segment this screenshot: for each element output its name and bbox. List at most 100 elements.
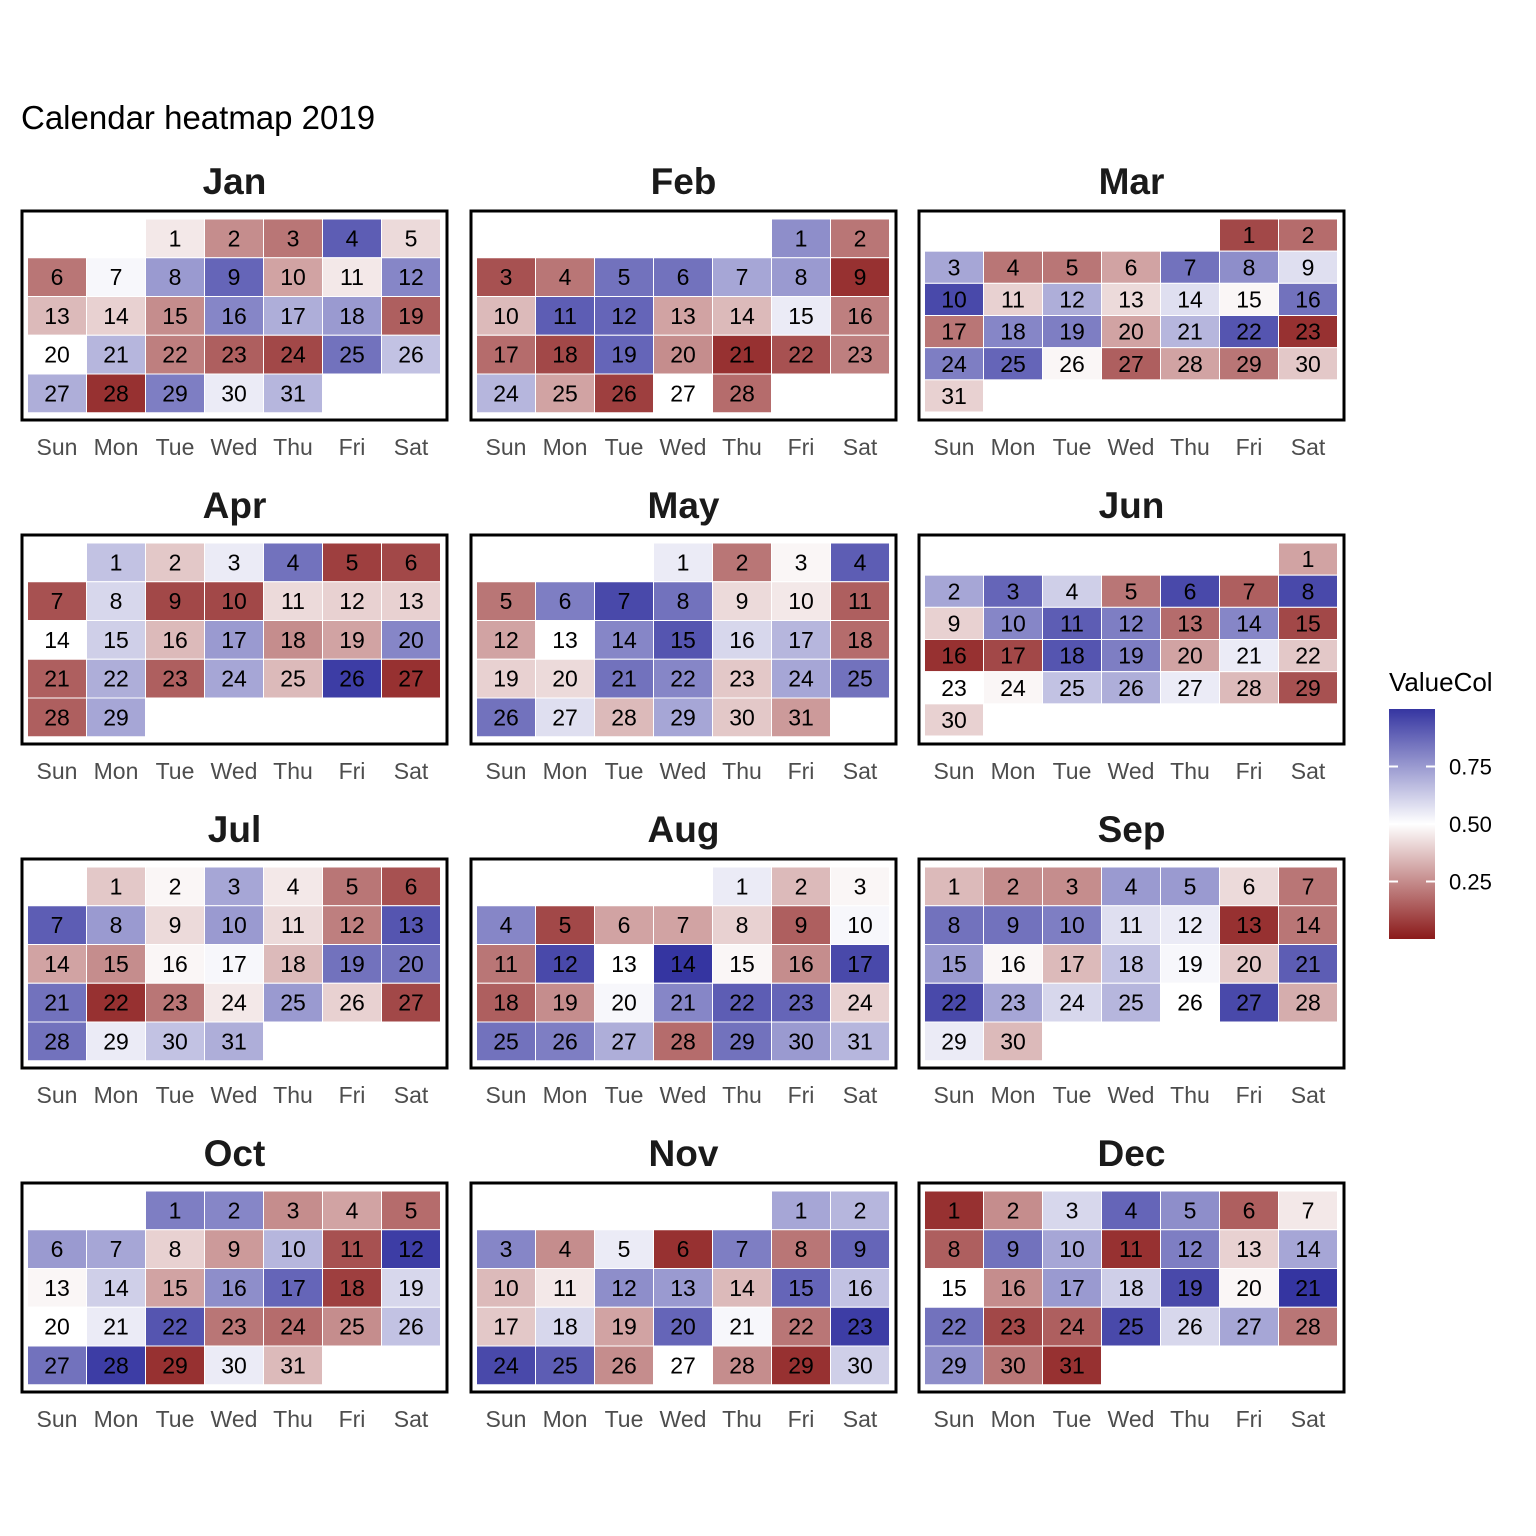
day-number: 26 <box>398 342 424 368</box>
weekday-label: Tue <box>1053 758 1092 784</box>
day-cell <box>263 218 323 259</box>
day-number: 22 <box>162 1314 188 1340</box>
day-number: 6 <box>51 264 64 290</box>
weekday-label: Thu <box>1170 434 1210 460</box>
day-number: 31 <box>280 380 306 406</box>
day-cell <box>535 697 595 738</box>
day-number: 1 <box>169 1197 182 1223</box>
day-number: 19 <box>398 303 424 329</box>
day-cell <box>204 1268 264 1308</box>
weekday-label: Tue <box>1053 1406 1092 1432</box>
weekday-label: Fri <box>788 434 815 460</box>
day-cell <box>830 944 890 984</box>
day-cell <box>771 944 831 984</box>
day-number: 6 <box>677 264 690 290</box>
day-number: 26 <box>1177 990 1203 1016</box>
day-number: 7 <box>51 588 64 614</box>
day-number: 19 <box>1177 951 1203 977</box>
day-number: 7 <box>677 912 690 938</box>
day-number: 27 <box>552 704 578 730</box>
day-cell <box>653 697 713 738</box>
day-cell <box>1160 905 1220 945</box>
day-number: 16 <box>1295 286 1321 312</box>
day-number: 13 <box>670 303 696 329</box>
day-cell <box>381 581 441 621</box>
day-number: 4 <box>1066 578 1079 604</box>
day-number: 29 <box>729 1028 755 1054</box>
month-title: Oct <box>204 1133 266 1174</box>
weekday-label: Sun <box>934 1406 975 1432</box>
day-cell <box>1101 1306 1161 1347</box>
day-number: 10 <box>221 588 247 614</box>
day-number: 2 <box>854 1197 867 1223</box>
day-cell <box>712 1268 772 1308</box>
day-number: 18 <box>552 1314 578 1340</box>
month-border <box>469 1181 898 1394</box>
day-number: 5 <box>559 912 572 938</box>
day-cell <box>712 373 772 414</box>
day-number: 13 <box>1177 610 1203 636</box>
weekday-label: Wed <box>660 758 707 784</box>
day-number: 12 <box>1059 286 1085 312</box>
weekday-label: Sat <box>1291 1406 1326 1432</box>
day-number: 8 <box>948 1236 961 1262</box>
day-cell <box>204 905 264 945</box>
day-number: 3 <box>1007 578 1020 604</box>
month-border <box>20 209 449 422</box>
day-number: 10 <box>280 264 306 290</box>
day-cell <box>830 620 890 660</box>
day-number: 1 <box>110 549 123 575</box>
day-number: 2 <box>169 549 182 575</box>
day-number: 30 <box>729 704 755 730</box>
weekday-label: Fri <box>1236 758 1263 784</box>
day-number: 10 <box>847 912 873 938</box>
day-cell <box>1101 671 1161 705</box>
day-number: 21 <box>611 666 637 692</box>
day-cell <box>983 250 1043 284</box>
day-number: 29 <box>1236 351 1262 377</box>
weekday-label: Sat <box>394 1082 429 1108</box>
day-number: 22 <box>788 1314 814 1340</box>
day-number: 20 <box>1236 951 1262 977</box>
weekday-label: Sun <box>37 1082 78 1108</box>
day-number: 11 <box>281 588 305 614</box>
day-number: 23 <box>1295 319 1321 345</box>
day-cell <box>1278 866 1338 907</box>
day-number: 23 <box>221 1314 247 1340</box>
day-cell <box>145 334 205 375</box>
day-number: 30 <box>788 1028 814 1054</box>
legend-tick-label: 0.75 <box>1449 755 1492 780</box>
day-number: 18 <box>1118 951 1144 977</box>
day-number: 1 <box>948 873 961 899</box>
day-number: 2 <box>1007 1197 1020 1223</box>
day-number: 26 <box>1118 675 1144 701</box>
day-number: 17 <box>847 951 873 977</box>
day-number: 25 <box>1059 675 1085 701</box>
day-cell <box>594 905 654 945</box>
weekday-label: Thu <box>722 1082 762 1108</box>
day-number: 1 <box>110 873 123 899</box>
day-number: 13 <box>1236 912 1262 938</box>
day-number: 21 <box>103 1314 129 1340</box>
day-number: 12 <box>493 627 519 653</box>
day-cell <box>1101 982 1161 1023</box>
day-number: 20 <box>44 342 70 368</box>
day-number: 1 <box>677 549 690 575</box>
day-number: 24 <box>788 666 814 692</box>
day-cell <box>145 257 205 297</box>
day-number: 21 <box>1236 643 1262 669</box>
day-number: 20 <box>44 1314 70 1340</box>
day-number: 3 <box>287 225 300 251</box>
month-title: May <box>648 485 720 526</box>
day-cell <box>594 1306 654 1347</box>
day-cell <box>771 257 831 297</box>
day-cell <box>1101 905 1161 945</box>
day-cell <box>27 257 87 297</box>
day-number: 13 <box>1118 286 1144 312</box>
day-number: 3 <box>1066 1197 1079 1223</box>
day-cell <box>594 1229 654 1269</box>
